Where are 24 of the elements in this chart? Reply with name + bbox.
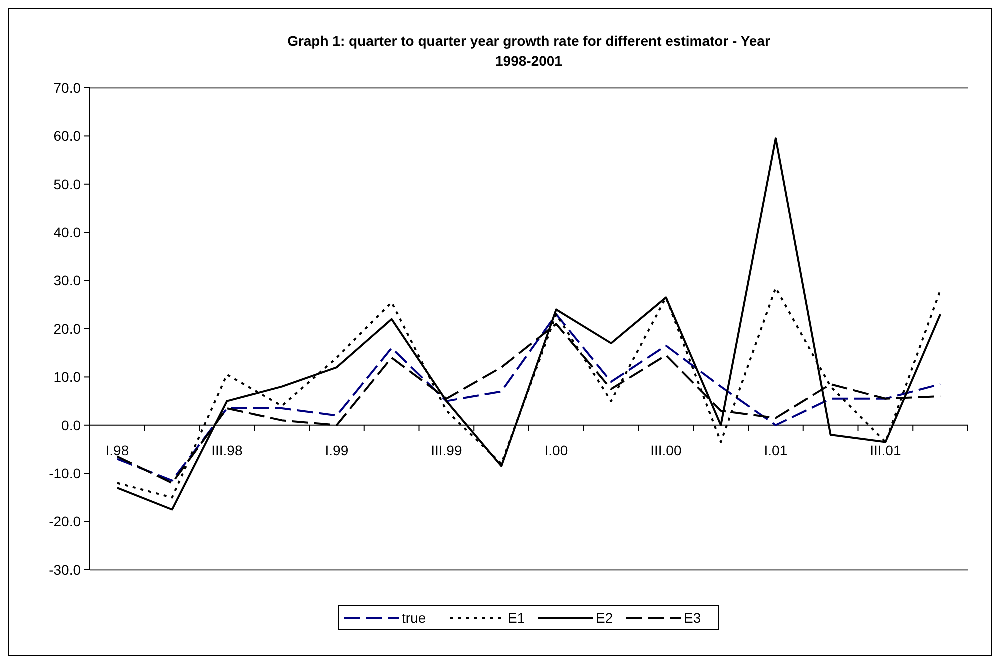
x-tick-label: III.01 (870, 442, 902, 458)
y-tick-label: 10.0 (54, 369, 82, 386)
y-tick-label: -10.0 (49, 466, 82, 482)
x-tick-label: III.99 (431, 442, 462, 458)
x-tick-label: III.00 (650, 442, 682, 458)
y-tick-label: 30.0 (54, 272, 82, 289)
x-tick-label: I.98 (106, 442, 130, 458)
y-tick-label: 0.0 (62, 417, 82, 434)
y-tick-label: 20.0 (54, 320, 82, 337)
x-tick-label: III.98 (212, 442, 243, 458)
y-tick-label: 70.0 (54, 80, 82, 96)
legend-label: E1 (508, 610, 526, 626)
chart-title: Graph 1: quarter to quarter year growth rate for different estimator - Year 1998-2001 (288, 33, 771, 69)
y-tick-label: 50.0 (54, 176, 82, 192)
x-tick-label: I.00 (544, 442, 568, 458)
legend-label: E3 (684, 610, 702, 626)
y-tick-label: 40.0 (54, 224, 82, 240)
y-tick-label: -20.0 (49, 514, 82, 530)
legend-label: true (402, 610, 426, 626)
x-tick-label: I.99 (325, 442, 349, 458)
x-tick-label: I.01 (764, 442, 788, 458)
y-tick-label: 60.0 (54, 128, 82, 144)
y-tick-label: -30.0 (49, 562, 82, 578)
legend-label: E2 (596, 610, 614, 626)
